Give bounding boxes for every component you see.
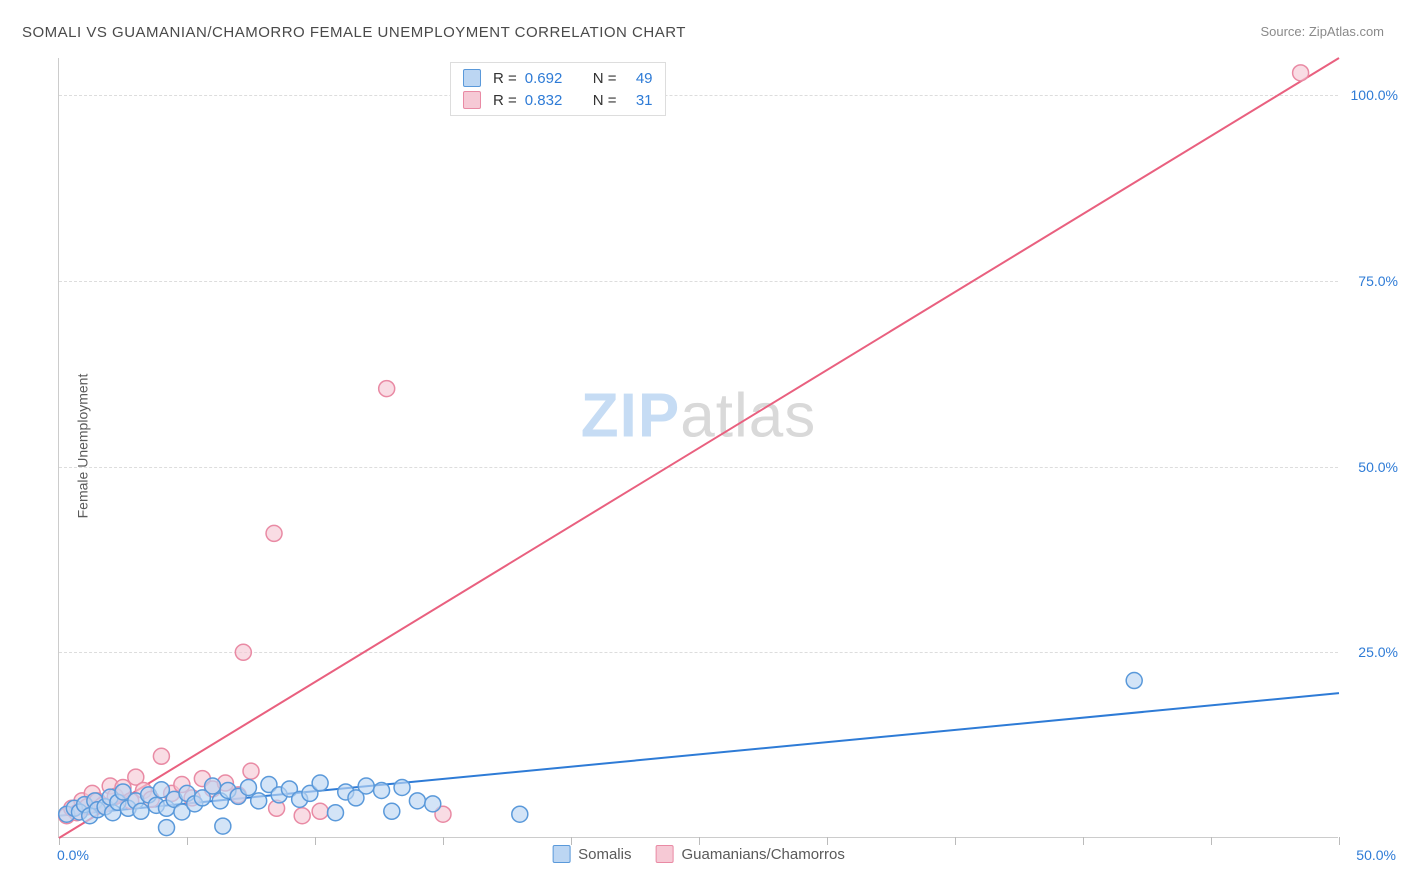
r-label: R = xyxy=(493,70,517,87)
data-point xyxy=(294,808,310,824)
r-label: R = xyxy=(493,92,517,109)
data-point xyxy=(1293,65,1309,81)
data-point xyxy=(384,803,400,819)
data-point xyxy=(409,793,425,809)
legend-top: R = 0.692 N = 49 R = 0.832 N = 31 xyxy=(450,62,666,116)
data-point xyxy=(251,793,267,809)
x-tick xyxy=(699,837,700,845)
trendline-guamanians/chamorros xyxy=(59,58,1339,838)
legend-top-row-somalis: R = 0.692 N = 49 xyxy=(451,67,665,89)
data-point xyxy=(215,818,231,834)
n-label: N = xyxy=(593,70,617,87)
data-point xyxy=(240,779,256,795)
y-tick-label: 25.0% xyxy=(1358,644,1398,660)
data-point xyxy=(425,796,441,812)
plot-svg xyxy=(59,58,1338,837)
x-max-label: 50.0% xyxy=(1356,847,1396,863)
swatch-somalis-icon xyxy=(552,845,570,863)
swatch-guamanians-icon xyxy=(655,845,673,863)
data-point xyxy=(153,748,169,764)
x-tick xyxy=(571,837,572,845)
x-tick xyxy=(1211,837,1212,845)
legend-bottom-label: Somalis xyxy=(578,846,631,863)
source-attribution: Source: ZipAtlas.com xyxy=(1260,24,1384,39)
n-value: 31 xyxy=(625,92,653,109)
chart-title: SOMALI VS GUAMANIAN/CHAMORRO FEMALE UNEM… xyxy=(22,24,686,41)
data-point xyxy=(379,381,395,397)
x-tick xyxy=(1339,837,1340,845)
swatch-guamanians-icon xyxy=(463,91,481,109)
legend-bottom-item-guamanians: Guamanians/Chamorros xyxy=(655,845,844,863)
data-point xyxy=(358,778,374,794)
swatch-somalis-icon xyxy=(463,69,481,87)
data-point xyxy=(312,775,328,791)
x-tick xyxy=(315,837,316,845)
correlation-chart: SOMALI VS GUAMANIAN/CHAMORRO FEMALE UNEM… xyxy=(0,0,1406,892)
data-point xyxy=(235,644,251,660)
x-tick xyxy=(187,837,188,845)
data-point xyxy=(1126,673,1142,689)
y-tick-label: 100.0% xyxy=(1351,87,1398,103)
data-point xyxy=(205,778,221,794)
r-value: 0.692 xyxy=(525,70,575,87)
data-point xyxy=(512,806,528,822)
x-tick xyxy=(827,837,828,845)
data-point xyxy=(133,803,149,819)
data-point xyxy=(312,803,328,819)
x-tick xyxy=(443,837,444,845)
n-label: N = xyxy=(593,92,617,109)
legend-bottom-item-somalis: Somalis xyxy=(552,845,631,863)
data-point xyxy=(374,782,390,798)
n-value: 49 xyxy=(625,70,653,87)
plot-area: ZIPatlas 25.0%50.0%75.0%100.0% 0.0% 50.0… xyxy=(58,58,1338,838)
data-point xyxy=(327,805,343,821)
x-tick xyxy=(1083,837,1084,845)
x-origin-label: 0.0% xyxy=(57,847,89,863)
r-value: 0.832 xyxy=(525,92,575,109)
data-point xyxy=(266,525,282,541)
y-tick-label: 75.0% xyxy=(1358,273,1398,289)
x-tick xyxy=(955,837,956,845)
data-point xyxy=(394,779,410,795)
legend-top-row-guamanians: R = 0.832 N = 31 xyxy=(451,89,665,111)
legend-bottom-label: Guamanians/Chamorros xyxy=(681,846,844,863)
data-point xyxy=(243,763,259,779)
legend-bottom: Somalis Guamanians/Chamorros xyxy=(552,845,845,863)
data-point xyxy=(159,820,175,836)
y-tick-label: 50.0% xyxy=(1358,459,1398,475)
